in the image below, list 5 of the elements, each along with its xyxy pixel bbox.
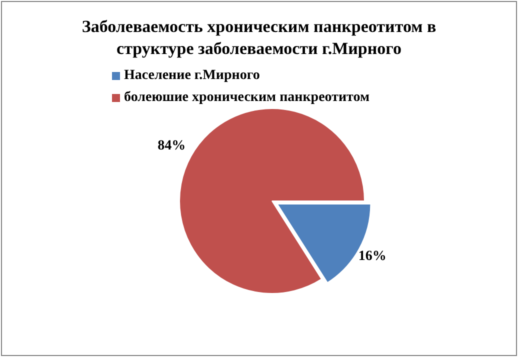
legend-label: болеюшие хроническим панкреотитом	[124, 90, 370, 106]
legend-label: Население г.Мирного	[124, 68, 260, 84]
data-label: 84%	[158, 138, 186, 154]
data-label: 16%	[358, 248, 386, 264]
chart-title: Заболеваемость хроническим панкреотитом в структуре заболеваемости г.Мирного	[80, 16, 438, 60]
